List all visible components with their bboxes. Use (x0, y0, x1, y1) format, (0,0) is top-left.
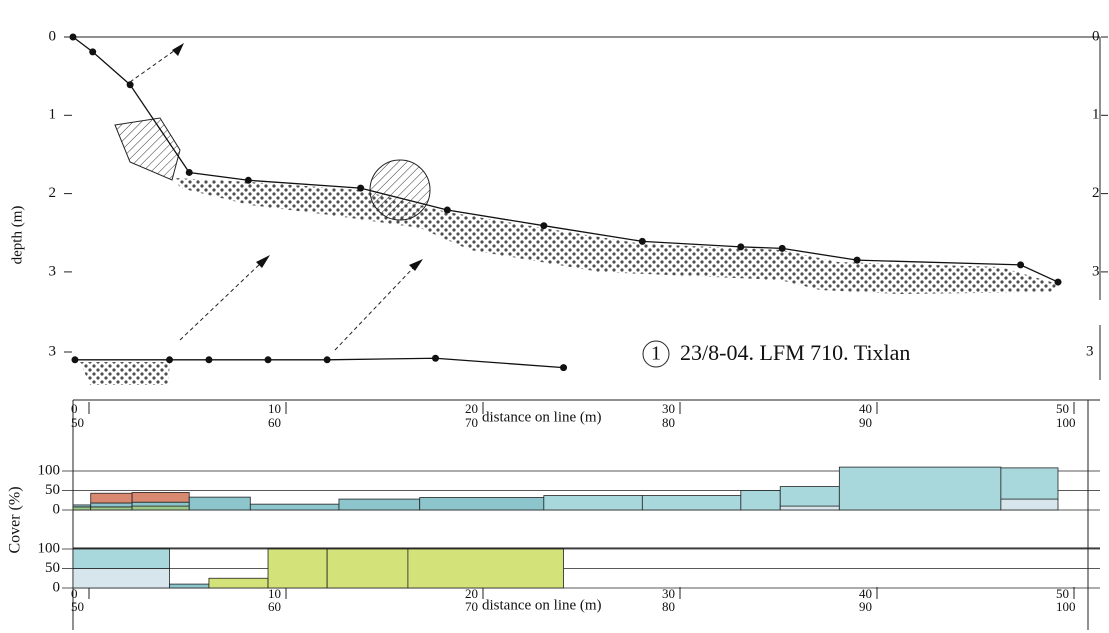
depth-tick-label: 2 (49, 185, 57, 201)
site-number: 1 (651, 343, 661, 365)
distance-label: distance on line (m) (482, 409, 602, 425)
distance-tick-label: 70 (465, 599, 478, 614)
cover-segment (91, 503, 132, 507)
cover-segment (132, 506, 189, 510)
depth-tick-label: 3 (49, 263, 57, 279)
distance-tick-label: 90 (859, 415, 872, 430)
profile-point (357, 185, 364, 192)
sediment (175, 178, 1058, 294)
profile-point (186, 169, 193, 176)
distance-tick-label: 40 (859, 401, 872, 416)
distance-tick-label: 20 (465, 401, 478, 416)
cover-segment (642, 496, 741, 510)
cover-segment (780, 487, 839, 507)
profile-point (89, 48, 96, 55)
depth-label: depth (m) (9, 206, 25, 265)
profile-point (854, 257, 861, 264)
profile-point (265, 356, 272, 363)
frames (73, 37, 1100, 630)
profile-point (166, 356, 173, 363)
distance-tick-label: 60 (268, 599, 281, 614)
cover-segment (73, 569, 170, 589)
cover-segment (73, 549, 170, 569)
distance-tick-label: 80 (662, 599, 675, 614)
distance-tick-label: 50 (71, 599, 84, 614)
cover-tick-label: 100 (38, 462, 61, 478)
profile-point (639, 238, 646, 245)
sediment (80, 362, 170, 385)
distance-tick-label: 90 (859, 599, 872, 614)
cover-segment (1001, 468, 1058, 499)
profile-point (71, 356, 78, 363)
distance-tick-label: 100 (1056, 599, 1076, 614)
cover-tick-label: 50 (45, 482, 60, 498)
cover-segment (327, 549, 408, 588)
profile-point (70, 34, 77, 41)
distance-tick-label: 10 (268, 401, 281, 416)
cover-segment (780, 506, 839, 510)
cover-tick-label: 100 (38, 540, 61, 556)
site-title: 23/8-04. LFM 710. Tixlan (680, 340, 910, 365)
distance-tick-label: 80 (662, 415, 675, 430)
rock (115, 118, 180, 180)
cover-segment (73, 507, 91, 510)
profile-point (1055, 279, 1062, 286)
distance-tick-label: 100 (1056, 415, 1076, 430)
profile-point (324, 356, 331, 363)
cover-segment (132, 492, 189, 502)
cover-label: Cover (%) (7, 486, 24, 553)
cover-segment (91, 507, 132, 510)
profile-point (127, 81, 134, 88)
figure: 1 23/8-04. LFM 710. Tixlan depth (m) Cov… (0, 0, 1109, 633)
cover-segment (544, 496, 643, 510)
arrow-heads (172, 43, 423, 271)
rock (370, 160, 430, 220)
cover-segment (209, 578, 268, 588)
cover-tick-label: 0 (53, 501, 61, 517)
cover-segment (268, 549, 327, 588)
distance-tick-label: 70 (465, 415, 478, 430)
cover-segment (1001, 499, 1058, 510)
cover-segment (408, 549, 564, 588)
depth-tick-label: 2 (1092, 185, 1100, 201)
depth-tick-label: 3 (49, 343, 57, 359)
profile-point (560, 364, 567, 371)
cover-segment (91, 493, 132, 503)
distance-tick-label: 50 (1056, 401, 1069, 416)
cover-segment (189, 497, 250, 510)
cover-segment (132, 502, 189, 506)
profile-point (245, 177, 252, 184)
distance-tick-label: 30 (662, 401, 675, 416)
depth-tick-label: 1 (1092, 107, 1100, 123)
cover-tick-label: 50 (45, 560, 60, 576)
profile-point (1017, 261, 1024, 268)
cover-segment (170, 584, 209, 588)
depth-tick-label: 3 (1092, 263, 1100, 279)
profile-point (779, 245, 786, 252)
depth-tick-label: 1 (49, 107, 57, 123)
cover-segment (420, 498, 544, 510)
profile-point (737, 243, 744, 250)
profile-point (205, 356, 212, 363)
cover-segment (741, 491, 780, 511)
profile-point (432, 355, 439, 362)
cover-segment (73, 505, 91, 507)
cover-segment (839, 467, 1001, 510)
distance-tick-label: 0 (71, 401, 78, 416)
cover-segment (250, 504, 339, 510)
cover-tick-label: 0 (53, 579, 61, 595)
cover-segment (339, 499, 420, 510)
distance-tick-label: 60 (268, 415, 281, 430)
depth-tick-label: 3 (1086, 343, 1094, 359)
profile-point (540, 222, 547, 229)
distance-tick-label: 50 (71, 415, 84, 430)
depth-tick-label: 0 (1092, 28, 1100, 44)
depth-tick-label: 0 (49, 28, 57, 44)
profile-point (444, 207, 451, 214)
distance-label: distance on line (m) (482, 597, 602, 613)
